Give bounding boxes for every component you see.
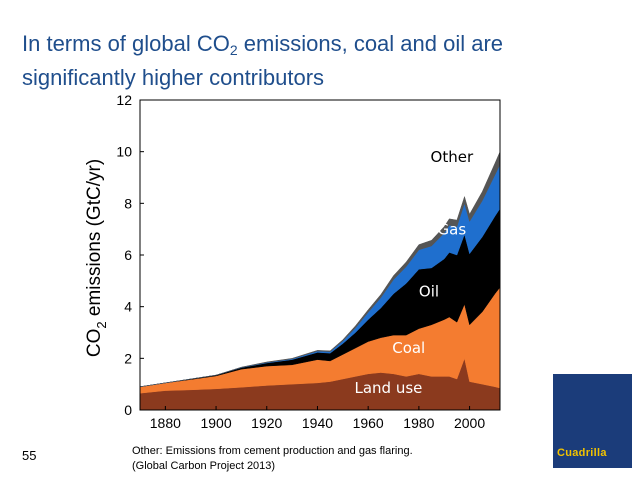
- y-tick-label: 2: [124, 350, 132, 366]
- label-other: Other: [431, 148, 474, 166]
- x-tick-label: 1920: [251, 415, 282, 431]
- x-tick-label: 1900: [200, 415, 231, 431]
- y-tick-label: 0: [124, 402, 132, 418]
- slide-number: 55: [22, 448, 37, 463]
- logo-text: Cuadrilla: [557, 447, 607, 459]
- label-coal: Coal: [392, 339, 425, 357]
- footnote-line2: (Global Carbon Project 2013): [132, 460, 276, 472]
- title-part1: In terms of global CO: [22, 31, 230, 56]
- y-tick-label: 12: [116, 92, 132, 108]
- label-oil: Oil: [419, 282, 439, 300]
- cuadrilla-logo: Cuadrilla: [553, 374, 632, 468]
- x-tick-label: 1940: [302, 415, 333, 431]
- y-axis-label: CO2 emissions (GtC/yr): [84, 159, 109, 357]
- label-land-use: Land use: [354, 379, 422, 397]
- title-part2: emissions, coal and oil are significantl…: [22, 31, 504, 90]
- label-gas: Gas: [438, 220, 467, 238]
- area-layers: [139, 151, 501, 411]
- x-tick-label: 1960: [353, 415, 384, 431]
- title-subscript: 2: [229, 42, 238, 58]
- x-tick-label: 1880: [150, 415, 181, 431]
- series-labels: Other Gas Oil Coal Land use: [354, 148, 473, 397]
- x-tick-label: 2000: [454, 415, 485, 431]
- y-tick-label: 10: [116, 144, 132, 160]
- y-tick-label: 6: [124, 247, 132, 263]
- x-tick-label: 1980: [403, 415, 434, 431]
- footnote-line1: Other: Emissions from cement production …: [132, 445, 413, 457]
- axes: 0 2 4 6 8 10 12 1880 1900 1920 1940 1960 1980 2000: [116, 92, 485, 431]
- y-tick-label: 8: [124, 195, 132, 211]
- footnote: Other: Emissions from cement production …: [132, 444, 413, 474]
- y-tick-label: 4: [124, 299, 132, 315]
- page-title: In terms of global CO2 emissions, coal a…: [22, 30, 622, 91]
